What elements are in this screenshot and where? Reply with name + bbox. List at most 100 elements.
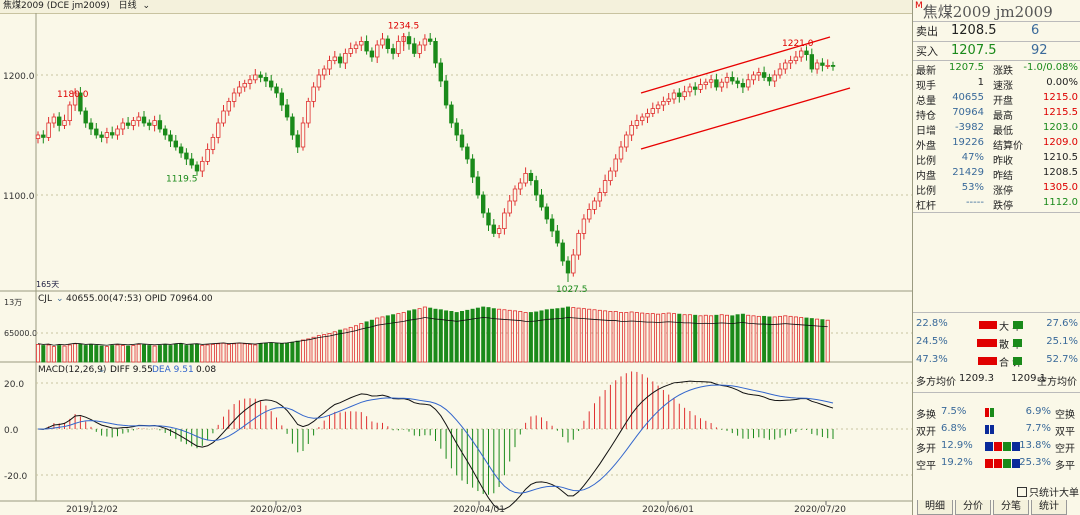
- candle-body: [666, 98, 671, 102]
- quote-field-label: 日增: [916, 126, 936, 137]
- volume-bar: [295, 340, 300, 363]
- candle-body: [613, 158, 618, 172]
- volume-bar: [613, 310, 618, 363]
- quote-field-value: 1207.5: [949, 62, 984, 73]
- kline-chart[interactable]: 1200.0 1100.0 1234.5 1027.5 1180.0 1119.5 1221…: [0, 13, 912, 515]
- quote-row: 现手 1 速涨 0.00%: [913, 77, 1080, 92]
- volume-bar: [597, 309, 602, 363]
- flow-right-bar: [1013, 321, 1023, 329]
- oi-left-label: 多开: [916, 444, 936, 455]
- candle-body: [417, 44, 422, 54]
- quote-row: 持仓 70964 最高 1215.5: [913, 107, 1080, 122]
- quote-field-label: 昨收: [993, 156, 1013, 167]
- volume-bar: [555, 308, 560, 363]
- volume-bar: [778, 315, 783, 363]
- candle-body: [735, 80, 740, 84]
- ask-price: 1208.5: [951, 23, 997, 38]
- tab-detail[interactable]: 明细: [917, 500, 953, 515]
- date-tick: 2020/02/03: [250, 505, 302, 515]
- volume-bar: [353, 325, 358, 363]
- oi-change-row: 空平 19.2% 25.3% 多平: [913, 457, 1080, 472]
- volume-bar: [587, 308, 592, 363]
- flow-label: 合 计: [999, 358, 1023, 369]
- volume-bar: [693, 314, 698, 363]
- candle-body: [454, 122, 459, 136]
- volume-bar: [682, 314, 687, 363]
- period-selector[interactable]: 日线 ⌄: [116, 1, 150, 11]
- candle-body: [152, 120, 157, 126]
- volume-bar: [385, 315, 390, 363]
- candle-body: [571, 254, 576, 274]
- quote-field-label: 速涨: [993, 81, 1013, 92]
- candle-body: [369, 50, 375, 58]
- volume-bar: [687, 314, 692, 363]
- volume-bar: [459, 310, 464, 363]
- volume-bar: [157, 345, 162, 363]
- volume-bar: [247, 343, 252, 363]
- candle-body: [602, 180, 608, 194]
- quote-title-text: 焦煤2009 jm2009: [922, 3, 1053, 21]
- tab-tick[interactable]: 分笔: [993, 500, 1029, 515]
- macd-value: 0.08: [196, 365, 216, 375]
- quote-field-value: 1210.5: [1043, 152, 1078, 163]
- candle-body: [104, 132, 110, 138]
- flow-left-bar: [979, 321, 997, 329]
- volume-bar: [481, 306, 486, 363]
- oi-left-label: 双开: [916, 427, 936, 438]
- volume-bar: [136, 343, 141, 363]
- candle-body: [449, 104, 454, 124]
- chevron-down-icon: ⌄: [142, 1, 151, 11]
- volume-bar: [645, 313, 650, 363]
- candle-body: [231, 92, 237, 102]
- trough-label: 1119.5: [166, 175, 198, 185]
- quote-field-value: -----: [965, 197, 984, 208]
- candle-body: [624, 134, 629, 148]
- oi-bar: [1003, 442, 1011, 451]
- candle-body: [327, 60, 332, 70]
- candle-body: [677, 92, 682, 97]
- volume-bar: [719, 314, 724, 363]
- oi-bar: [994, 459, 1002, 468]
- oi-change-row: 双开 6.8% 7.7% 双平: [913, 423, 1080, 438]
- quote-row: 内盘 21429 昨结 1208.5: [913, 167, 1080, 182]
- volume-bar: [73, 343, 78, 363]
- volume-bar: [269, 342, 274, 363]
- candle-body: [46, 122, 51, 138]
- volume-bar: [364, 321, 369, 363]
- quote-field-label: 最高: [993, 111, 1013, 122]
- candle-body: [147, 122, 152, 126]
- avg-long-value: 1209.3: [959, 373, 994, 384]
- volume-bar: [406, 310, 411, 363]
- oi-right-label: 多平: [1055, 461, 1075, 472]
- candle-body: [321, 68, 327, 76]
- quote-field-value: 1215.5: [1043, 107, 1078, 118]
- candle-body: [576, 232, 581, 256]
- avg-short-label: 空方均价: [1037, 377, 1077, 388]
- candle-body: [438, 62, 443, 82]
- bid-row[interactable]: 买入 1207.5 92: [913, 43, 1080, 61]
- avg-short-value: 1209.1: [1011, 373, 1046, 384]
- chart-header: 焦煤2009 (DCE jm2009) 日线 ⌄: [0, 0, 912, 14]
- tab-stats[interactable]: 统计: [1031, 500, 1067, 515]
- oi-right-pct: 25.3%: [1019, 457, 1051, 468]
- candle-body: [422, 38, 428, 46]
- volume-bar: [725, 314, 730, 363]
- quote-field-label: 持仓: [916, 111, 936, 122]
- candle-body: [719, 81, 724, 88]
- volume-title: CJL: [38, 294, 52, 304]
- big-order-checkbox[interactable]: 只统计大单: [1017, 484, 1079, 499]
- volume-top-tick: 13万: [4, 298, 22, 307]
- macd-tick: 20.0: [4, 380, 24, 390]
- candle-body: [629, 125, 634, 136]
- ask-row[interactable]: 卖出 1208.5 6: [913, 23, 1080, 41]
- volume-bar: [258, 343, 263, 363]
- volume-bar: [470, 308, 475, 363]
- candle-body: [125, 122, 131, 126]
- candle-body: [136, 116, 141, 121]
- volume-bar: [396, 313, 401, 363]
- candle-body: [772, 74, 777, 82]
- volume-bar: [666, 312, 671, 363]
- volume-bar: [94, 345, 99, 363]
- tab-price[interactable]: 分价: [955, 500, 991, 515]
- candle-body: [544, 206, 549, 220]
